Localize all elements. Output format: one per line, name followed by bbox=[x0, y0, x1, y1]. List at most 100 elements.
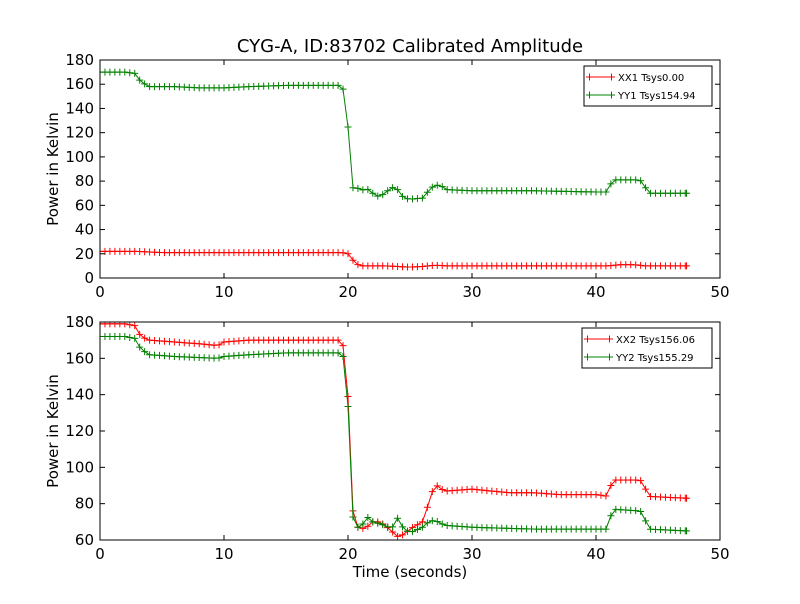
legend-label: YY2 Tsys155.29 bbox=[615, 353, 694, 364]
series-2-point bbox=[423, 188, 431, 196]
y-tick-label: 100 bbox=[65, 458, 94, 476]
series-2-point bbox=[334, 81, 342, 89]
series-2-point bbox=[374, 192, 382, 200]
series-2-point bbox=[632, 176, 640, 184]
series-2-point bbox=[632, 507, 640, 515]
series-2-point bbox=[364, 513, 372, 521]
series-2-point bbox=[683, 527, 691, 535]
y-tick-label: 60 bbox=[75, 196, 94, 214]
series-2-point bbox=[334, 349, 342, 357]
y-tick-label: 120 bbox=[65, 422, 94, 440]
series-2-point bbox=[215, 354, 223, 362]
y-tick-label: 120 bbox=[65, 124, 94, 142]
chart-panel-1: 0 10 20 30 40 50 0 20 40 60 80 100 120 140 160 180 Power… bbox=[44, 51, 730, 301]
series-1-point bbox=[344, 250, 352, 258]
series-2-point bbox=[637, 508, 645, 516]
series-2-point bbox=[637, 177, 645, 185]
series-2-point bbox=[354, 184, 362, 192]
series-2-point bbox=[344, 123, 352, 131]
series-2-point bbox=[369, 518, 377, 526]
legend-marker bbox=[586, 91, 593, 99]
series-2-point bbox=[141, 348, 149, 356]
series-2-point bbox=[359, 520, 367, 528]
x-tick-label: 10 bbox=[214, 545, 233, 563]
series-1-group bbox=[100, 322, 691, 540]
series-1-point bbox=[683, 494, 691, 502]
series-2-point bbox=[399, 523, 407, 531]
series-1-point bbox=[394, 532, 402, 540]
x-tick-label: 0 bbox=[95, 545, 105, 563]
legend-box bbox=[583, 65, 713, 107]
series-2-group bbox=[100, 333, 691, 536]
series-1-point bbox=[354, 261, 362, 269]
legend-marker bbox=[608, 73, 615, 81]
series-2-point bbox=[423, 519, 431, 527]
series-1-point bbox=[592, 491, 600, 499]
x-tick-label: 40 bbox=[586, 545, 605, 563]
legend-marker bbox=[584, 353, 591, 361]
series-2-point bbox=[642, 517, 650, 525]
series-2-point bbox=[121, 68, 129, 76]
series-2-point bbox=[602, 188, 610, 196]
series-1-point bbox=[428, 488, 436, 496]
plot-frame bbox=[99, 59, 721, 279]
series-1-point bbox=[637, 477, 645, 485]
series-2-point bbox=[374, 519, 382, 527]
series-1-point bbox=[136, 330, 144, 338]
series-2-point bbox=[438, 183, 446, 191]
legend-label: XX1 Tsys0.00 bbox=[618, 73, 684, 84]
legend-label: YY1 Tsys154.94 bbox=[617, 91, 696, 102]
series-2-point bbox=[399, 192, 407, 200]
legend-label: XX2 Tsys156.06 bbox=[616, 335, 695, 346]
y-tick-label: 160 bbox=[65, 75, 94, 93]
series-2-point bbox=[136, 76, 144, 84]
series-2-point bbox=[607, 180, 615, 188]
series-1-point bbox=[399, 531, 407, 539]
x-tick-label: 30 bbox=[462, 545, 481, 563]
series-2-point bbox=[131, 69, 139, 77]
x-tick-label: 20 bbox=[338, 545, 357, 563]
series-2-point bbox=[136, 343, 144, 351]
series-1-point bbox=[423, 503, 431, 511]
series-2-point bbox=[433, 181, 441, 189]
y-axis-label: Power in Kelvin bbox=[44, 112, 62, 226]
legend-marker bbox=[606, 353, 613, 361]
series-2-point bbox=[369, 189, 377, 197]
legend-marker bbox=[608, 91, 615, 99]
series-1-point bbox=[339, 249, 347, 257]
series-2-point bbox=[344, 402, 352, 410]
series-2-point bbox=[602, 525, 610, 533]
series-1-point bbox=[642, 485, 650, 493]
series-1-point bbox=[349, 256, 357, 264]
legend-marker bbox=[606, 335, 613, 343]
y-tick-label: 140 bbox=[65, 386, 94, 404]
series-1-point bbox=[215, 341, 223, 349]
y-tick-label: 0 bbox=[84, 269, 94, 287]
series-2-point bbox=[384, 187, 392, 195]
series-2-point bbox=[428, 183, 436, 191]
series-2-point bbox=[126, 333, 134, 341]
series-2-point bbox=[121, 333, 129, 341]
y-axis-label: Power in Kelvin bbox=[44, 374, 62, 488]
series-1-point bbox=[433, 482, 441, 490]
y-tick-label: 80 bbox=[75, 172, 94, 190]
legend: XX2 Tsys156.06 YY2 Tsys155.29 bbox=[581, 327, 713, 369]
series-2-point bbox=[389, 523, 397, 531]
series-1-point bbox=[438, 485, 446, 493]
chart-panels: 0 10 20 30 40 50020406080100120140160180Power… bbox=[44, 51, 730, 581]
series-2-point bbox=[683, 189, 691, 197]
series-2-point bbox=[131, 334, 139, 342]
series-1-point bbox=[131, 322, 139, 330]
x-tick-label: 50 bbox=[710, 283, 729, 301]
y-tick-label: 80 bbox=[75, 495, 94, 513]
series-2-point bbox=[394, 514, 402, 522]
series-2-point bbox=[418, 523, 426, 531]
series-2-point bbox=[141, 80, 149, 88]
series-2-point bbox=[428, 517, 436, 525]
series-2-point bbox=[408, 528, 416, 536]
x-tick-label: 40 bbox=[586, 283, 605, 301]
chart-title: CYG-A, ID:83702 Calibrated Amplitude bbox=[237, 36, 583, 57]
legend-marker bbox=[586, 73, 593, 81]
series-1-point bbox=[121, 322, 129, 328]
